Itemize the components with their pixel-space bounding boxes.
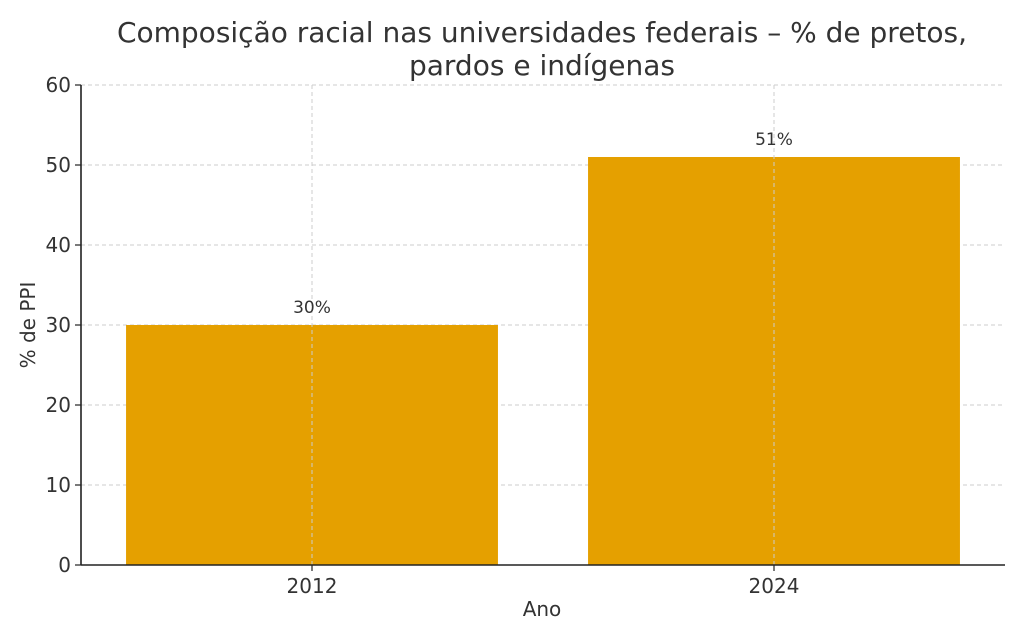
y-tick-label: 60 — [46, 73, 71, 97]
x-tick-label-2012: 2012 — [287, 574, 338, 598]
data-label-2024: 51% — [755, 130, 793, 150]
y-tick-label: 20 — [46, 393, 71, 417]
y-axis-label: % de PPI — [16, 282, 40, 369]
x-axis-label: Ano — [523, 597, 562, 621]
data-label-2012: 30% — [293, 298, 331, 318]
chart-title-line-1: Composição racial nas universidades fede… — [117, 16, 967, 49]
y-tick-label: 0 — [58, 553, 71, 577]
chart-title-line-2: pardos e indígenas — [409, 49, 675, 82]
labels-layer: 0 10 20 30 40 50 60 30% 2012 51% 2024 — [46, 73, 800, 598]
y-tick-label: 30 — [46, 313, 71, 337]
y-tick-label: 10 — [46, 473, 71, 497]
y-tick-label: 50 — [46, 153, 71, 177]
axes-layer — [75, 84, 1005, 571]
bars-layer — [126, 85, 960, 565]
y-tick-label: 40 — [46, 233, 71, 257]
x-tick-label-2024: 2024 — [749, 574, 800, 598]
